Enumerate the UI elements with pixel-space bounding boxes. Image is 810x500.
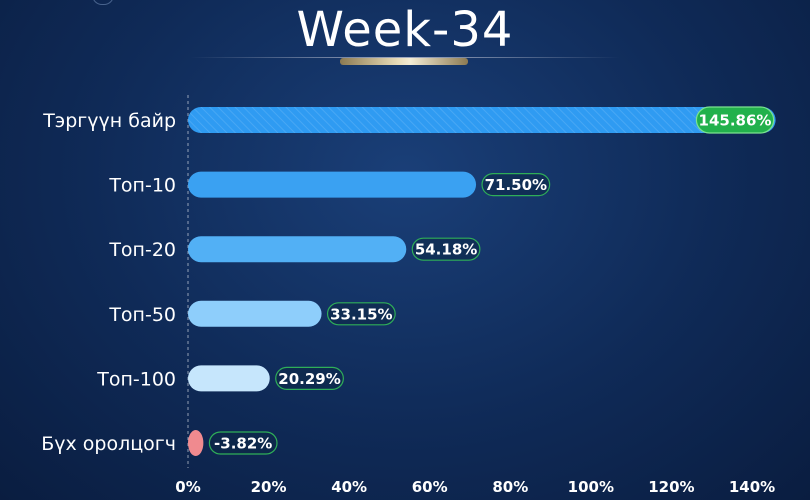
x-tick-label: 120% — [648, 478, 694, 496]
bar — [188, 430, 204, 456]
x-tick-label: 80% — [492, 478, 528, 496]
bar — [188, 300, 322, 327]
x-tick-label: 60% — [412, 478, 448, 496]
category-label: Топ-20 — [108, 239, 176, 261]
x-tick-label: 100% — [568, 478, 614, 496]
category-label: Топ-50 — [108, 304, 176, 326]
value-pill — [481, 173, 551, 197]
title-accent-bar — [340, 58, 468, 65]
bar — [188, 236, 407, 263]
value-label: 71.50% — [485, 176, 547, 194]
value-pill — [411, 237, 481, 261]
chart-title: Week-34 — [296, 2, 514, 58]
value-pill — [275, 366, 344, 390]
value-pill — [208, 431, 278, 455]
value-label: -3.82% — [214, 435, 272, 453]
category-label: Топ-100 — [96, 368, 176, 390]
x-tick-label: 0% — [175, 478, 200, 496]
value-label: 20.29% — [278, 370, 340, 388]
value-label: 33.15% — [330, 305, 392, 323]
value-pill — [326, 302, 396, 326]
bar — [188, 171, 477, 198]
bar — [188, 365, 270, 392]
category-label: Тэргүүн байр — [42, 110, 176, 132]
value-pill — [695, 106, 775, 134]
value-label: 145.86% — [699, 112, 772, 130]
category-label: Топ-10 — [108, 175, 176, 197]
bar-texture — [188, 107, 776, 133]
category-label: Бүх оролцогч — [41, 433, 176, 455]
value-label: 54.18% — [415, 241, 477, 259]
x-tick-label: 140% — [729, 478, 775, 496]
x-tick-label: 20% — [251, 478, 287, 496]
x-tick-label: 40% — [331, 478, 367, 496]
title-underline — [190, 57, 620, 58]
